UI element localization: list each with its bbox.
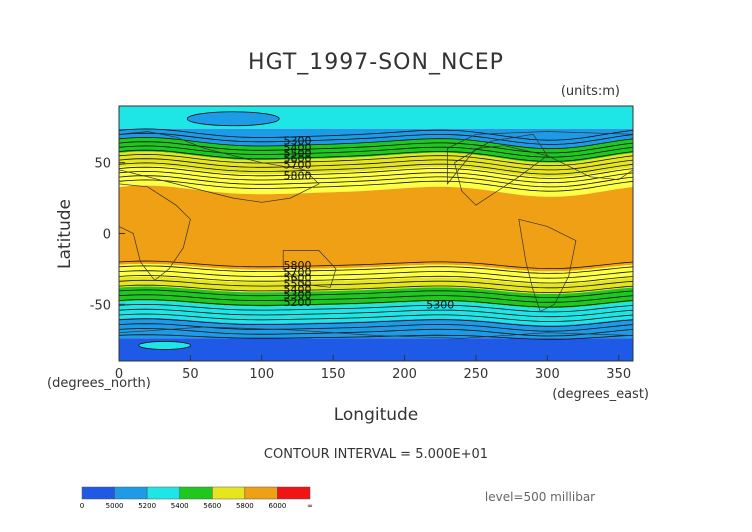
y-tick-label: 50 [94, 157, 111, 172]
colorbar-swatch [114, 486, 148, 500]
band-1 [119, 128, 633, 149]
contour-label: 5800 [283, 259, 311, 272]
contour-line [118, 328, 634, 337]
colorbar-swatch [146, 486, 180, 500]
contour-line [118, 141, 634, 154]
colorbar: 0 5000 5200 5400 5600 5800 6000 ∞ [80, 486, 313, 510]
contour-line [118, 294, 634, 303]
x-unit-label: (degrees_east) [552, 387, 649, 402]
contour-label: 5800 [283, 170, 311, 183]
x-tick-label: 150 [321, 367, 346, 382]
contour-label: 5700 [283, 266, 311, 279]
contour-line [118, 166, 634, 179]
contour-interval-text: CONTOUR INTERVAL = 5.000E+01 [264, 447, 488, 462]
contour-label: 5600 [283, 272, 311, 285]
x-tick-label: 200 [392, 367, 417, 382]
contour-line [118, 308, 634, 318]
polar-blob-south [138, 341, 192, 350]
plot-area: 5300540055005600570058005800570056005500… [118, 105, 634, 362]
contour-label: 5300 [283, 289, 311, 302]
y-unit-label: (degrees_north) [47, 376, 151, 391]
colorbar-label: 5200 [138, 502, 156, 510]
coastline [282, 250, 337, 288]
contour-label: 5500 [283, 277, 311, 290]
x-tick-label: 300 [535, 367, 560, 382]
contour-label: 5500 [283, 147, 311, 160]
contour-line [118, 334, 634, 340]
colorbar-swatch [212, 486, 246, 500]
band-11 [119, 338, 633, 361]
contour-line [118, 279, 634, 289]
y-axis-title: Latitude [55, 199, 75, 269]
y-tick-label: 0 [103, 228, 111, 243]
band-5 [119, 185, 633, 272]
contour-line [118, 260, 634, 269]
y-tick-label: -50 [90, 298, 111, 313]
colorbar-label: 5000 [106, 502, 124, 510]
contour-line [118, 318, 634, 327]
x-tick-label: 250 [464, 367, 489, 382]
x-axis-ticks: 0 50 100 150 200 250 300 350 [115, 355, 631, 382]
coastlines [118, 131, 634, 339]
contour-label: 5400 [283, 283, 311, 296]
contour-line [118, 162, 634, 175]
contour-label: 5200 [283, 296, 311, 309]
coastline [118, 326, 634, 339]
contour-labels: 5300540055005600570058005800570056005500… [283, 134, 454, 311]
contour-label: 5300 [426, 299, 454, 312]
x-tick-label: 100 [249, 367, 274, 382]
contour-line [118, 153, 634, 167]
y-axis-ticks: 50 0 -50 [90, 157, 125, 313]
contour-line [118, 303, 634, 313]
x-axis-title: Longitude [334, 405, 419, 425]
coastline [447, 131, 634, 185]
contour-label: 5600 [283, 153, 311, 166]
contour-line [118, 299, 634, 308]
contour-line [118, 136, 634, 150]
contour-label: 5300 [283, 134, 311, 147]
x-tick-label: 0 [115, 367, 123, 382]
contour-line [118, 149, 634, 162]
contour-lines [118, 128, 634, 340]
chart-title: HGT_1997-SON_NCEP [248, 50, 504, 75]
contour-line [118, 289, 634, 298]
colorbar-label: 5400 [171, 502, 189, 510]
band-4 [119, 165, 633, 197]
colorbar-label: 5600 [203, 502, 221, 510]
coastline [118, 131, 320, 203]
units-label: (units:m) [561, 84, 620, 99]
band-3 [119, 151, 633, 177]
contour-line [118, 265, 634, 274]
coastline [518, 218, 577, 312]
contour-line [118, 170, 634, 184]
x-tick-label: 350 [606, 367, 631, 382]
contour-line [118, 145, 634, 158]
coastline [454, 133, 548, 206]
contour-label: 5400 [283, 141, 311, 154]
band-8 [119, 286, 633, 309]
contour-line [118, 313, 634, 322]
contour-line [118, 275, 634, 284]
contour-line [118, 132, 634, 145]
contour-line [118, 284, 634, 293]
contour-line [118, 128, 634, 141]
polar-blob-north [186, 111, 280, 127]
contour-line [118, 175, 634, 188]
colorbar-label: ∞ [307, 502, 313, 510]
colorbar-label: 6000 [269, 502, 287, 510]
colorbar-swatch [81, 486, 115, 500]
coastline [118, 183, 191, 281]
colorbar-swatch [277, 486, 311, 500]
contour-line [118, 179, 634, 192]
x-tick-label: 50 [182, 367, 199, 382]
contour-label: 5700 [283, 158, 311, 171]
contour-line [118, 158, 634, 171]
colorbar-label: 5800 [236, 502, 254, 510]
colorbar-swatch [179, 486, 213, 500]
colorbar-swatch [244, 486, 278, 500]
colorbar-label: 0 [80, 502, 84, 510]
level-text: level=500 millibar [485, 490, 595, 504]
contour-line [118, 270, 634, 279]
